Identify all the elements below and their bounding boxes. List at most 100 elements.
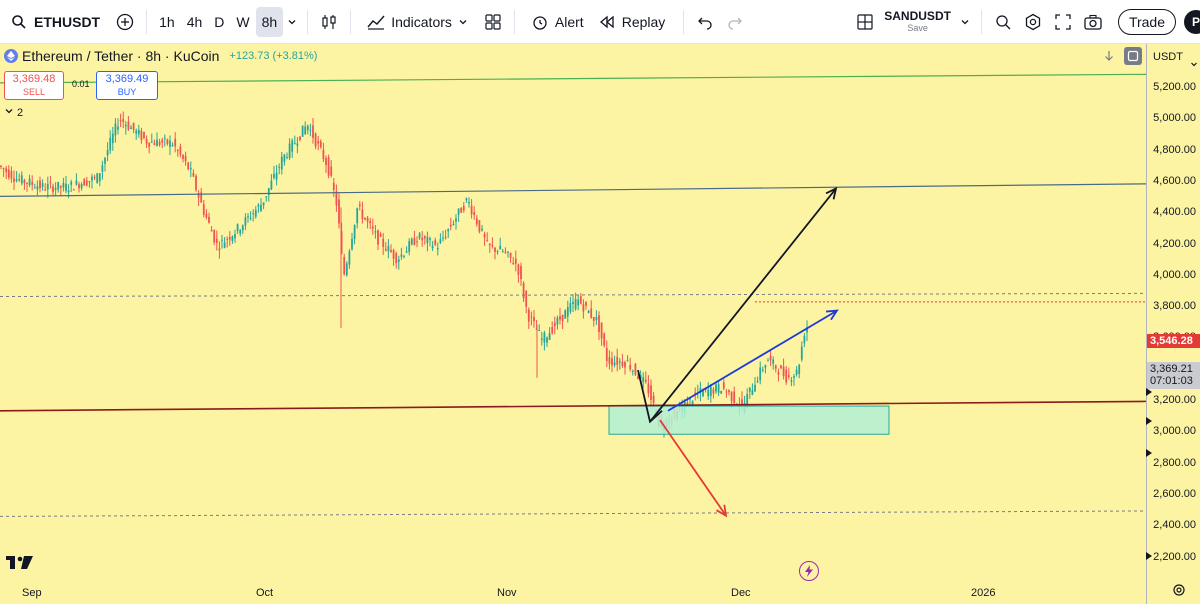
candle-body	[390, 250, 392, 253]
candle-body	[226, 238, 229, 240]
sell-button[interactable]: 3,369.48 SELL	[4, 71, 64, 100]
candle-body	[631, 370, 634, 372]
time-axis[interactable]: Sep Oct Nov Dec 2026	[0, 580, 1146, 609]
candle-body	[426, 237, 429, 243]
candle-body	[200, 192, 203, 203]
candle-body	[499, 246, 502, 250]
candle-body	[556, 317, 559, 325]
candle-body	[798, 364, 801, 374]
chevron-down-icon[interactable]	[955, 7, 975, 37]
fullscreen-icon[interactable]	[1048, 7, 1078, 37]
quick-search-icon[interactable]	[988, 7, 1018, 37]
candle-body	[803, 335, 806, 344]
dashed-support-line	[0, 510, 1146, 517]
price-chart[interactable]	[0, 44, 1146, 604]
settings-gear-icon[interactable]	[1018, 7, 1048, 37]
candle-body	[0, 165, 2, 167]
candle-body	[247, 216, 249, 218]
candle-body	[36, 186, 39, 190]
price-axis[interactable]: USDT 5,200.00 5,000.00 4,800.00 4,600.00 4,4…	[1146, 44, 1200, 604]
candle-body	[418, 233, 421, 239]
candle-body	[15, 179, 18, 181]
candle-body	[702, 390, 704, 397]
candle-body	[54, 188, 57, 191]
redo-icon[interactable]	[720, 7, 750, 37]
candle-body	[291, 140, 294, 152]
candle-body	[395, 253, 398, 264]
candle-body	[322, 149, 325, 160]
candle-body	[691, 401, 694, 405]
alert-button[interactable]: Alert	[521, 0, 588, 43]
candle-body	[270, 180, 273, 190]
object-tree-icon[interactable]	[1124, 47, 1142, 65]
candles-chart-type-icon[interactable]	[314, 7, 344, 37]
replay-button[interactable]: Replay	[588, 0, 670, 43]
price-tick-label: 4,000.00	[1153, 268, 1196, 281]
candle-body	[577, 299, 580, 306]
candle-body	[249, 217, 252, 219]
tradingview-logo-icon[interactable]	[6, 556, 34, 575]
candle-body	[429, 238, 431, 240]
trade-button[interactable]: Trade	[1117, 8, 1176, 35]
candle-body	[639, 374, 642, 379]
layout-select-icon[interactable]	[850, 7, 880, 37]
bullish-target-arrow-head	[825, 186, 838, 200]
candle-body	[319, 141, 322, 148]
candle-body	[431, 245, 434, 249]
candle-body	[299, 136, 301, 140]
scroll-down-arrow-icon[interactable]	[1102, 49, 1116, 68]
candle-body	[787, 375, 790, 377]
candle-body	[371, 226, 374, 229]
chevron-down-icon[interactable]	[1190, 55, 1198, 73]
candle-body	[28, 178, 31, 186]
candle-body	[756, 380, 759, 382]
candle-body	[444, 236, 447, 238]
candle-body	[769, 356, 772, 361]
chevron-down-icon[interactable]	[283, 7, 301, 37]
interval-w[interactable]: W	[236, 13, 250, 30]
lightning-event-icon[interactable]	[799, 561, 819, 581]
replay-label: Replay	[621, 13, 666, 30]
undo-icon[interactable]	[690, 7, 720, 37]
candle-body	[231, 236, 234, 242]
indicators-toggle[interactable]: 2	[4, 106, 23, 119]
buy-button[interactable]: 3,369.49 BUY	[96, 71, 158, 100]
interval-4h[interactable]: 4h	[186, 13, 203, 30]
candle-body	[647, 383, 650, 394]
candle-body	[764, 365, 767, 368]
camera-snapshot-icon[interactable]	[1078, 7, 1108, 37]
drawing-tools-layer[interactable]	[0, 73, 1146, 518]
candle-body	[561, 314, 564, 322]
templates-grid-icon[interactable]	[478, 7, 508, 37]
interval-8h[interactable]: 8h	[255, 6, 284, 37]
chart-pane[interactable]	[0, 44, 1146, 604]
time-label: 2026	[971, 587, 996, 599]
symbol-search[interactable]: ETHUSDT	[0, 0, 100, 43]
candle-body	[52, 186, 54, 193]
candle-body	[80, 184, 83, 189]
axis-settings-gear-icon[interactable]	[1172, 583, 1186, 602]
candle-body	[790, 380, 793, 382]
layout-name-button[interactable]: SANDUSDT Save	[880, 0, 955, 43]
interval-d[interactable]: D	[214, 13, 225, 30]
candle-body	[569, 303, 572, 312]
candle-body	[694, 392, 697, 394]
candle-body	[725, 391, 728, 393]
profile-avatar[interactable]: P	[1184, 9, 1200, 34]
candle-body	[759, 367, 762, 381]
interval-1h[interactable]: 1h	[159, 13, 175, 30]
candle-body	[104, 157, 106, 164]
candle-body	[132, 122, 135, 130]
compare-add-icon[interactable]	[110, 7, 140, 37]
price-tick-label: 3,800.00	[1153, 300, 1196, 313]
candle-body	[470, 205, 473, 215]
candle-body	[457, 208, 460, 215]
divider	[146, 9, 148, 34]
chevron-down-icon[interactable]	[452, 7, 474, 37]
candle-body	[509, 252, 512, 258]
candle-body	[382, 238, 385, 247]
indicators-button[interactable]: Indicators	[357, 0, 478, 43]
candle-body	[189, 167, 192, 170]
candle-body	[169, 140, 171, 147]
candle-body	[449, 224, 452, 227]
